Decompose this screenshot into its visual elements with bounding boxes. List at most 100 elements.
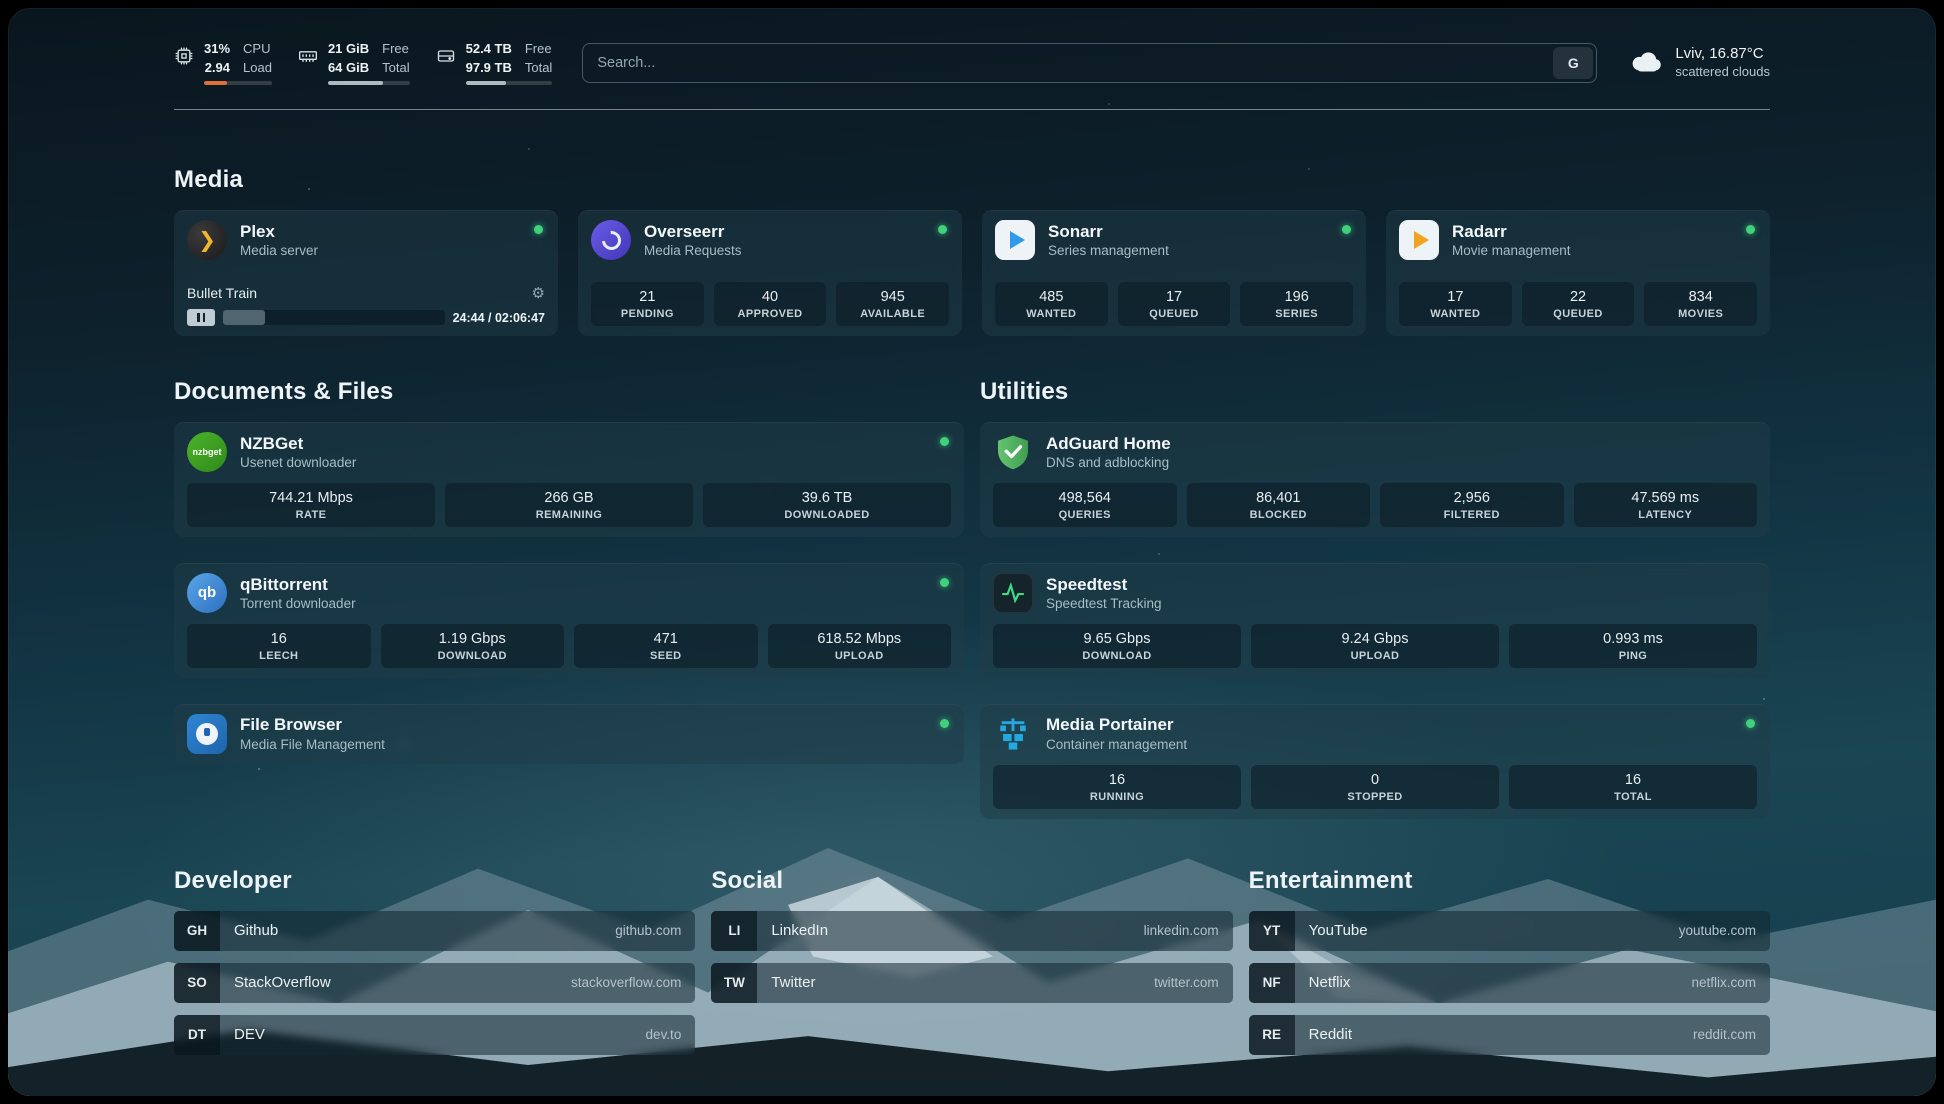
service-card-radarr[interactable]: Radarr Movie management 17 WANTED 22 QUEUED 83… <box>1386 210 1770 337</box>
bookmark-github[interactable]: GH Github github.com <box>174 910 696 951</box>
bookmark-abbr: NF <box>1248 962 1295 1003</box>
stat-value: 834 <box>1688 289 1713 306</box>
service-card-overseerr[interactable]: Overseerr Media Requests 21 PENDING 40 APPROV… <box>578 210 962 337</box>
stats-row: 744.21 Mbps RATE 266 GB REMAINING 39.6 TB DOW… <box>187 483 951 527</box>
memory-free-label: Free <box>382 41 409 56</box>
status-online-dot <box>940 437 949 447</box>
bookmark-name: StackOverflow <box>234 974 331 992</box>
card-header: Radarr Movie management <box>1399 220 1757 261</box>
stat-upload: 9.24 Gbps UPLOAD <box>1251 623 1499 668</box>
stat-latency: 47.569 ms LATENCY <box>1573 483 1757 527</box>
service-name: AdGuard Home <box>1046 433 1171 453</box>
service-name: NZBGet <box>240 433 304 453</box>
top-bar: 31% CPU 2.94 Load 21 GiB <box>174 8 1770 86</box>
cloud-icon <box>1627 49 1663 76</box>
service-card-file-browser[interactable]: File Browser Media File Management <box>174 703 964 764</box>
media-cards-row: ❯ Plex Media server Bullet Train ⚙ 24:44 / 02… <box>174 210 1770 337</box>
stat-label: DOWNLOADED <box>784 508 870 521</box>
bookmark-dev[interactable]: DT DEV dev.to <box>174 1014 696 1055</box>
card-header: ❯ Plex Media server <box>187 220 545 261</box>
stat-queued: 17 QUEUED <box>1117 282 1231 327</box>
service-description: Movie management <box>1452 242 1571 258</box>
stat-label: QUERIES <box>1058 508 1111 521</box>
section-title-media: Media <box>174 166 244 194</box>
status-online-dot <box>1746 225 1755 235</box>
service-description: Usenet downloader <box>240 454 357 470</box>
stat-ping: 0.993 ms PING <box>1509 623 1757 668</box>
service-card-plex[interactable]: ❯ Plex Media server Bullet Train ⚙ 24:44 / 02… <box>174 210 558 337</box>
service-card-media-portainer[interactable]: Media Portainer Container management 16 RUN… <box>980 703 1770 819</box>
bookmark-group-developer: Developer GH Github github.com SO StackOverfl… <box>174 866 696 1055</box>
stat-value: 196 <box>1284 289 1309 306</box>
pause-button[interactable] <box>187 309 215 327</box>
playback-progress-bar[interactable] <box>223 310 445 326</box>
stats-row: 16 RUNNING 0 STOPPED 16 TOTAL <box>993 764 1757 809</box>
bookmark-group-social: Social LI LinkedIn linkedin.com TW Twitter twi… <box>711 867 1233 1003</box>
stat-label: UPLOAD <box>1350 649 1400 662</box>
stat-movies: 834 MOVIES <box>1644 282 1758 327</box>
stat-rate: 744.21 Mbps RATE <box>187 483 435 527</box>
stats-row: 498,564 QUERIES 86,401 BLOCKED 2,956 FILTERED… <box>993 483 1757 527</box>
disk-free-value: 52.4 TB <box>465 41 512 56</box>
search-provider-button[interactable]: G <box>1553 46 1594 79</box>
search-input[interactable] <box>583 54 1554 71</box>
cpu-usage-bar <box>204 81 272 86</box>
stats-row: 485 WANTED 17 QUEUED 196 SERIES <box>995 282 1354 327</box>
section-documents-files: Documents & Files nzbget NZBGet Usenet dow… <box>174 336 964 764</box>
stat-label: MOVIES <box>1678 308 1724 321</box>
card-header: File Browser Media File Management <box>187 713 951 754</box>
bookmark-youtube[interactable]: YT YouTube youtube.com <box>1248 910 1770 951</box>
bookmark-reddit[interactable]: RE Reddit reddit.com <box>1248 1014 1770 1055</box>
service-name: Speedtest <box>1046 574 1128 594</box>
service-description: Container management <box>1046 736 1188 752</box>
bookmark-name: LinkedIn <box>771 922 829 940</box>
service-card-adguard-home[interactable]: AdGuard Home DNS and adblocking 498,564 QUE… <box>980 422 1770 537</box>
bookmark-netflix[interactable]: NF Netflix netflix.com <box>1248 962 1770 1003</box>
service-name: File Browser <box>240 715 343 735</box>
service-card-nzbget[interactable]: nzbget NZBGet Usenet downloader 744.21 Mbps… <box>174 422 964 537</box>
stat-series: 196 SERIES <box>1240 282 1354 327</box>
bookmark-list: YT YouTube youtube.com NF Netflix netflix.com… <box>1248 910 1770 1055</box>
disk-free-label: Free <box>524 41 552 56</box>
section-utilities: Utilities AdGuard Home DNS and adblocking… <box>980 336 1770 819</box>
stat-label: LATENCY <box>1638 508 1693 521</box>
adguard-shield-icon <box>993 432 1033 472</box>
bookmark-abbr: RE <box>1248 1014 1295 1055</box>
bookmark-group-title: Developer <box>174 866 292 894</box>
gear-icon[interactable]: ⚙ <box>531 284 545 302</box>
bookmark-url: reddit.com <box>1692 1027 1756 1043</box>
service-description: DNS and adblocking <box>1046 454 1170 470</box>
stat-pending: 21 PENDING <box>591 282 704 327</box>
stat-wanted: 17 WANTED <box>1399 282 1512 327</box>
stat-value: 16 <box>270 630 287 647</box>
bookmark-linkedin[interactable]: LI LinkedIn linkedin.com <box>711 910 1233 951</box>
nzbget-icon: nzbget <box>187 432 227 473</box>
stat-value: 21 <box>639 289 656 306</box>
bookmark-twitter[interactable]: TW Twitter twitter.com <box>711 962 1233 1003</box>
stat-seed: 471 SEED <box>574 623 758 668</box>
cpu-icon <box>174 46 194 66</box>
stat-label: WANTED <box>1430 308 1481 321</box>
weather-widget: Lviv, 16.87°C scattered clouds <box>1627 44 1770 81</box>
service-description: Media File Management <box>240 736 385 752</box>
service-card-qbittorrent[interactable]: qb qBittorrent Torrent downloader 16 LEECH 1.… <box>174 562 964 678</box>
stat-label: AVAILABLE <box>860 308 926 321</box>
bookmark-abbr: GH <box>174 910 220 951</box>
stat-value: 40 <box>761 289 779 306</box>
bookmark-group-entertainment: Entertainment YT YouTube youtube.com NF Netfl… <box>1248 867 1770 1055</box>
service-card-speedtest[interactable]: Speedtest Speedtest Tracking 9.65 Gbps DOWN… <box>980 562 1770 678</box>
stat-upload: 618.52 Mbps UPLOAD <box>767 623 951 668</box>
stat-value: 2,956 <box>1453 490 1490 507</box>
service-card-sonarr[interactable]: Sonarr Series management 485 WANTED 17 QUEUED… <box>982 210 1366 337</box>
stat-value: 498,564 <box>1058 490 1111 507</box>
stat-value: 16 <box>1108 771 1126 788</box>
stat-value: 17 <box>1165 289 1183 306</box>
stat-label: RATE <box>295 508 327 521</box>
bookmark-stackoverflow[interactable]: SO StackOverflow stackoverflow.com <box>174 962 696 1003</box>
stat-value: 1.19 Gbps <box>438 630 506 647</box>
memory-icon <box>298 46 318 66</box>
stat-value: 16 <box>1624 771 1642 788</box>
search-bar[interactable]: G <box>582 42 1598 83</box>
stat-label: DOWNLOAD <box>1082 649 1152 662</box>
bookmark-name: YouTube <box>1308 922 1368 940</box>
